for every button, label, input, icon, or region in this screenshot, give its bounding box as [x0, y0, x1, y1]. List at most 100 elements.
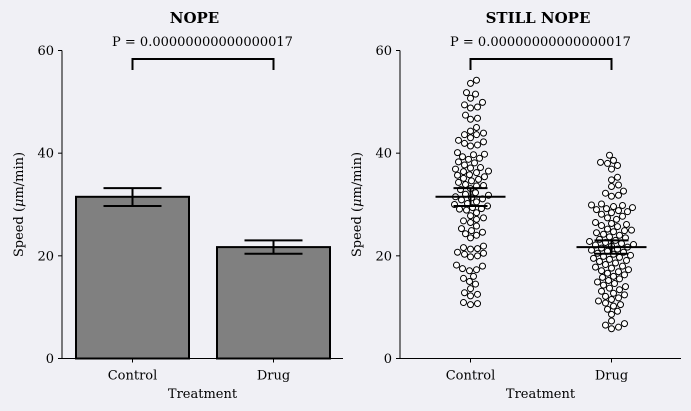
left-y-axis-label: Speed (μm/min) [12, 152, 27, 257]
data-point [598, 200, 605, 208]
data-point [627, 251, 634, 259]
data-point [608, 295, 615, 303]
data-point [454, 248, 461, 256]
data-point [475, 175, 482, 183]
data-point [592, 218, 599, 226]
data-point [606, 284, 613, 292]
data-point [599, 273, 606, 281]
left-p-value: P = 0.00000000000000017 [112, 35, 293, 50]
data-point [472, 189, 479, 197]
data-point [460, 299, 467, 307]
left-plot-area: 0 20 40 60 Control Drug [37, 44, 343, 384]
data-point [467, 292, 474, 300]
data-point [604, 225, 611, 233]
data-point [465, 155, 472, 163]
data-point [616, 275, 623, 283]
data-point [480, 242, 487, 250]
data-point [463, 89, 470, 97]
right-p-value: P = 0.00000000000000017 [450, 35, 631, 50]
data-point [461, 250, 468, 258]
data-point [455, 158, 462, 166]
data-point [586, 237, 593, 245]
data-point [615, 181, 622, 189]
data-point [452, 165, 459, 173]
data-point [479, 262, 486, 270]
data-point [467, 127, 474, 135]
data-point [613, 215, 620, 223]
data-point [473, 215, 480, 223]
data-point [621, 227, 628, 235]
y-tick-label: 20 [375, 249, 392, 264]
right-panel: STILL NOPE P = 0.00000000000000017 Treat… [350, 9, 681, 402]
significance-bracket [131, 58, 275, 70]
data-point [604, 214, 611, 222]
data-point [462, 180, 469, 188]
data-point [462, 111, 469, 119]
data-point [467, 104, 474, 112]
data-point [598, 210, 605, 218]
data-point [466, 267, 473, 275]
data-point [616, 286, 623, 294]
right-y-axis-label: Speed (μm/min) [350, 152, 365, 257]
significance-bracket [469, 58, 613, 70]
data-point [600, 281, 607, 289]
data-point [619, 212, 626, 220]
data-point [602, 292, 609, 300]
data-point [473, 169, 480, 177]
data-point [481, 150, 488, 158]
data-point [621, 291, 628, 299]
data-point [467, 115, 474, 123]
data-point [610, 289, 617, 297]
data-point [622, 283, 629, 291]
data-point [611, 280, 618, 288]
data-point [606, 233, 613, 241]
data-point [594, 278, 601, 286]
data-point [474, 103, 481, 111]
data-point [467, 212, 474, 220]
data-point [470, 272, 477, 280]
data-point [621, 271, 628, 279]
data-point [605, 276, 612, 284]
data-point [460, 244, 467, 252]
data-point [608, 176, 615, 184]
data-point [604, 159, 611, 167]
data-point [614, 161, 621, 169]
data-point [598, 287, 605, 295]
data-point [473, 131, 480, 139]
data-point [615, 268, 622, 276]
data-point [604, 305, 611, 313]
data-point [473, 209, 480, 217]
data-point [597, 158, 604, 166]
x-tick-label: Control [108, 369, 158, 384]
data-point [602, 321, 609, 329]
data-point [473, 124, 480, 131]
data-point [593, 206, 600, 214]
x-tick-label: Drug [595, 369, 628, 384]
data-point [624, 208, 631, 216]
left-x-axis-label: Treatment [168, 387, 238, 402]
data-point [473, 198, 480, 206]
data-point [603, 205, 610, 213]
data-point [461, 289, 468, 297]
data-point [460, 217, 467, 225]
data-point [461, 139, 468, 147]
data-point [480, 249, 487, 257]
data-point [608, 219, 615, 227]
data-point [616, 253, 623, 261]
data-point [600, 230, 607, 238]
data-point [608, 192, 615, 200]
data-point [480, 214, 487, 222]
data-point [461, 131, 468, 139]
data-point [604, 269, 611, 277]
data-point [608, 183, 615, 191]
data-point [598, 267, 605, 275]
bar [216, 246, 331, 360]
data-point [480, 129, 487, 137]
data-point [461, 101, 468, 109]
data-point [466, 278, 473, 285]
data-point [460, 168, 467, 176]
data-point [467, 234, 474, 242]
data-point [620, 187, 627, 195]
data-point [593, 229, 600, 237]
right-title: STILL NOPE [486, 9, 591, 27]
